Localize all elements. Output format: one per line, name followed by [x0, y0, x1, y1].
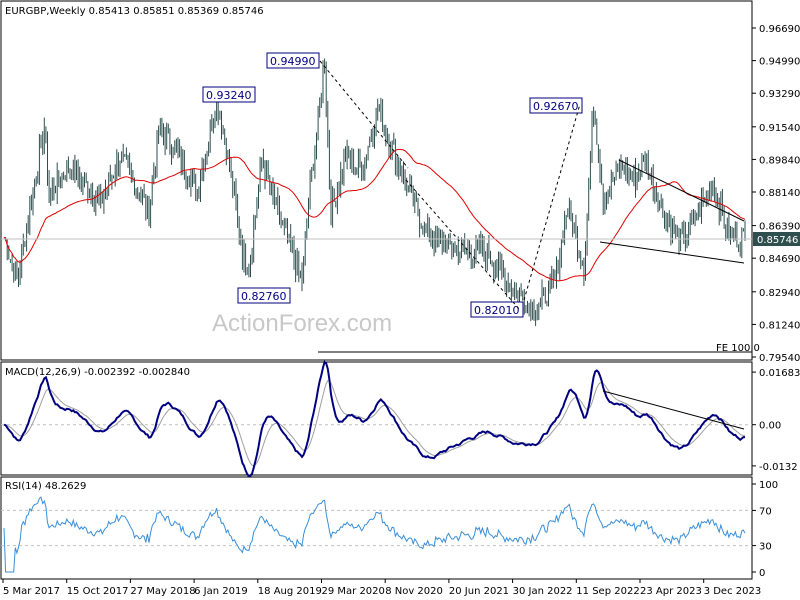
rsi-tick-label: 0 [759, 568, 765, 579]
rsi-tick-label: 70 [759, 506, 772, 517]
rsi-line [3, 496, 746, 573]
x-tick-label: 18 Aug 2019 [258, 586, 322, 597]
x-tick-label: 20 Jun 2021 [449, 586, 509, 597]
macd-tick-label: -0.0132 [759, 462, 798, 473]
x-tick-label: 3 Dec 2023 [704, 586, 762, 597]
price-tick-label: 0.89840 [759, 155, 800, 166]
price-tick-label: 0.86390 [759, 222, 800, 233]
price-tick-label: 0.94990 [759, 57, 800, 68]
x-tick-label: 23 Apr 2023 [640, 586, 702, 597]
rsi-header: RSI(14) 48.2629 [5, 481, 86, 492]
axis-layer: 0.96690 0.94990 0.93290 0.91540 0.89840 0.881… [2, 24, 800, 597]
price-tick-label: 0.91540 [759, 123, 800, 134]
watermark: ActionForex.com [212, 310, 392, 337]
wedge-lower-line [599, 241, 745, 264]
dashed-trend-rise [523, 103, 581, 301]
rsi-pane-frame [0, 476, 753, 580]
annotation-box-0-82760 [237, 287, 291, 304]
price-tick-label: 0.96690 [759, 24, 800, 35]
price-tick-label: 0.81240 [759, 320, 800, 331]
annotation-box-0-82010 [470, 301, 524, 318]
wedge-upper-line [618, 159, 745, 222]
rsi-tick-label: 100 [759, 480, 778, 491]
macd-line [3, 360, 745, 478]
moving-average-line [3, 148, 746, 282]
macd-pane-frame [0, 361, 753, 476]
price-tick-label: 0.93290 [759, 89, 800, 100]
rsi-tick-label: 30 [759, 542, 772, 553]
rsi-layer [1, 496, 752, 573]
x-tick-label: 5 Mar 2017 [3, 586, 60, 597]
price-layer [3, 58, 746, 327]
annotation-box-0-92670 [529, 97, 583, 114]
x-tick-label: 29 Mar 2020 [322, 586, 385, 597]
macd-tick-label: 0.016838 [759, 368, 800, 379]
annotation-0-92670: 0.92670 [533, 100, 579, 113]
fe-label: FE 100.0 [716, 343, 760, 354]
annotation-box-0-93240 [202, 86, 256, 103]
dashed-trend-lower [405, 179, 521, 311]
macd-trend-line [602, 390, 745, 430]
price-header: EURGBP,Weekly 0.85413 0.85851 0.85369 0.… [5, 6, 264, 17]
macd-header: MACD(12,26,9) -0.002392 -0.002840 [5, 367, 190, 378]
current-price-tag [753, 232, 800, 246]
x-tick-label: 8 Nov 2020 [385, 586, 443, 597]
price-tick-label: 0.88140 [759, 188, 800, 199]
macd-signal-line [3, 379, 746, 467]
price-pane-frame [0, 0, 753, 361]
price-tick-label: 0.79540 [759, 353, 800, 364]
x-tick-label: 6 Jan 2019 [194, 586, 248, 597]
annotation-0-82010: 0.82010 [474, 304, 520, 317]
x-tick-label: 30 Jan 2022 [513, 586, 573, 597]
x-tick-label: 27 May 2018 [130, 586, 195, 597]
annotation-0-93240: 0.93240 [206, 89, 252, 102]
dashed-trend-upper-left [319, 60, 409, 169]
macd-tick-label: 0.00 [759, 421, 781, 432]
macd-layer [1, 360, 752, 478]
annotation-0-94990: 0.94990 [270, 55, 316, 68]
annotation-0-82760: 0.82760 [241, 290, 287, 303]
price-tick-label: 0.84690 [759, 254, 800, 265]
x-tick-label: 15 Oct 2017 [67, 586, 129, 597]
price-tick-label: 0.82940 [759, 288, 800, 299]
x-tick-label: 11 Sep 2022 [576, 586, 639, 597]
current-price-label: 0.85746 [757, 235, 798, 246]
annotation-box-0-94990 [266, 52, 320, 69]
